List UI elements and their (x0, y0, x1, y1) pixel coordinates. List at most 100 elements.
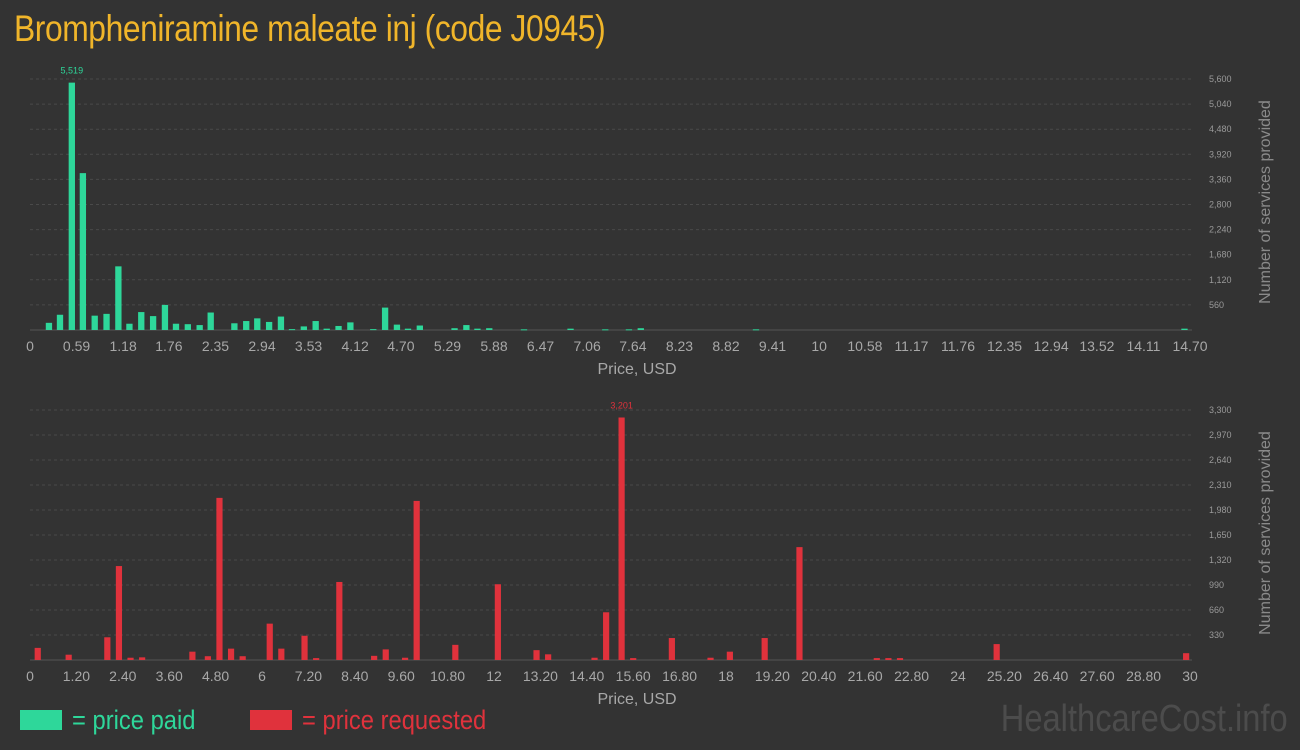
x-tick-label: 11.76 (941, 338, 975, 354)
legend-swatch-requested (250, 710, 292, 730)
y-tick-label: 1,980 (1209, 505, 1232, 515)
bar (474, 328, 481, 330)
bar (103, 313, 110, 330)
bar (301, 635, 308, 660)
bar (115, 566, 123, 660)
bar (1181, 328, 1188, 330)
bar (65, 654, 72, 660)
x-tick-label: 14.70 (1172, 338, 1207, 354)
bar (1183, 653, 1190, 660)
x-tick-label: 4.12 (341, 338, 368, 354)
y-tick-label: 2,310 (1209, 480, 1232, 490)
bar (630, 658, 637, 660)
x-tick-label: 2.94 (248, 338, 275, 354)
y-tick-label: 1,320 (1209, 555, 1232, 565)
x-tick-label: 7.20 (295, 668, 322, 684)
x-tick-label: 28.80 (1126, 668, 1161, 684)
bar (486, 328, 493, 330)
bar (231, 323, 238, 330)
y-tick-label: 560 (1209, 300, 1224, 310)
x-axis-title: Price, USD (597, 691, 676, 708)
x-tick-label: 13.52 (1079, 338, 1114, 354)
legend-label-paid: = price paid (72, 704, 196, 735)
bar (266, 623, 273, 660)
x-tick-label: 12.94 (1034, 338, 1069, 354)
y-tick-label: 3,360 (1209, 174, 1232, 184)
bar (243, 321, 250, 330)
x-tick-label: 15.60 (616, 668, 651, 684)
bar (139, 657, 146, 660)
bar (637, 328, 644, 330)
bar (401, 657, 409, 660)
bar (216, 497, 223, 660)
bar (393, 324, 401, 330)
bar (413, 500, 420, 660)
legend-label-requested: = price requested (302, 704, 487, 735)
bar (207, 312, 214, 330)
bar (184, 324, 191, 330)
bar (463, 325, 470, 330)
bar (312, 321, 319, 330)
bar (149, 316, 157, 330)
x-tick-label: 9.41 (759, 338, 786, 354)
x-tick-label: 5.29 (434, 338, 461, 354)
chart-title: Brompheniramine maleate inj (code J0945) (14, 8, 606, 49)
bar (896, 658, 904, 660)
bar (189, 651, 196, 660)
bar (115, 266, 122, 330)
bar (761, 638, 768, 660)
x-tick-label: 4.70 (387, 338, 414, 354)
bar (625, 329, 633, 331)
bar (416, 325, 423, 330)
x-tick-label: 7.64 (619, 338, 646, 354)
x-axis-title: Price, USD (597, 361, 676, 378)
watermark: HealthcareCost.info (1000, 698, 1288, 740)
bar (79, 173, 87, 330)
peak-value-label: 3,201 (610, 401, 633, 411)
x-tick-label: 2.40 (109, 668, 136, 684)
bar (336, 581, 343, 660)
y-axis-title: Number of services provided (1257, 431, 1274, 635)
bar (404, 328, 412, 330)
bar (452, 644, 459, 660)
bar (618, 417, 625, 660)
x-tick-label: 6 (258, 668, 266, 684)
legend-item-paid: = price paid (20, 704, 212, 736)
bar (381, 307, 389, 330)
x-tick-label: 8.23 (666, 338, 693, 354)
x-tick-label: 27.60 (1080, 668, 1115, 684)
x-tick-label: 7.06 (573, 338, 600, 354)
bar (138, 312, 145, 330)
y-tick-label: 4,480 (1209, 124, 1232, 134)
x-tick-label: 1.18 (109, 338, 136, 354)
bar (726, 651, 733, 660)
bar (451, 328, 458, 330)
bar (300, 326, 307, 330)
bar (196, 325, 203, 330)
y-tick-label: 5,600 (1209, 74, 1232, 84)
x-tick-label: 10.80 (430, 668, 465, 684)
bar (533, 650, 540, 660)
y-tick-label: 330 (1209, 630, 1224, 640)
x-tick-label: 22.80 (894, 668, 929, 684)
x-tick-label: 16.80 (662, 668, 697, 684)
x-tick-label: 26.40 (1033, 668, 1068, 684)
x-tick-label: 9.60 (388, 668, 415, 684)
bar (347, 322, 354, 330)
bar (34, 647, 41, 660)
legend-item-requested: = price requested (250, 704, 511, 736)
bar (265, 321, 273, 330)
x-tick-label: 30 (1182, 668, 1198, 684)
x-tick-label: 20.40 (801, 668, 836, 684)
bar (602, 329, 609, 331)
x-tick-label: 0 (26, 338, 34, 354)
y-tick-label: 3,300 (1209, 405, 1232, 415)
x-tick-label: 13.20 (523, 668, 558, 684)
x-tick-label: 10 (811, 338, 827, 354)
bar (204, 656, 211, 660)
y-tick-label: 990 (1209, 580, 1224, 590)
bar (335, 325, 342, 330)
x-tick-label: 0 (26, 668, 34, 684)
